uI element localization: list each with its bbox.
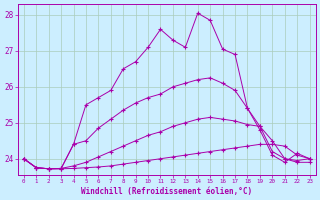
X-axis label: Windchill (Refroidissement éolien,°C): Windchill (Refroidissement éolien,°C) bbox=[81, 187, 252, 196]
